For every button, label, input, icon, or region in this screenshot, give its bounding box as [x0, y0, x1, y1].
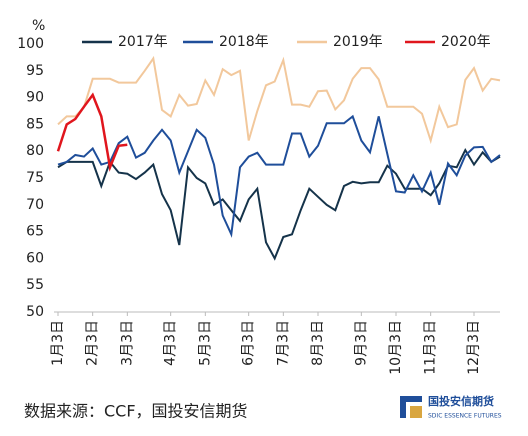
logo-subtext: SDIC ESSENCE FUTURES [428, 413, 502, 420]
y-unit: % [32, 18, 45, 34]
y-tick-label: 60 [26, 250, 44, 266]
series-line [57, 55, 501, 145]
x-tick-label: 12月3日 [466, 320, 482, 375]
logo: 国投安信期货 SDIC ESSENCE FUTURES [400, 394, 502, 420]
x-tick-label: 4月3日 [163, 320, 179, 366]
series-line [57, 114, 501, 238]
y-tick-label: 90 [26, 90, 44, 106]
source: 数据来源：CCF，国投安信期货 [24, 402, 248, 421]
y-tick-label: 85 [26, 116, 44, 132]
y-tick-label: 80 [26, 143, 44, 159]
x-tick-label: 3月3日 [119, 320, 135, 366]
legend-label: 2018年 [219, 34, 269, 50]
series-line [56, 92, 128, 172]
y-tick-label: 70 [26, 197, 44, 213]
logo-text: 国投安信期货 [428, 394, 494, 408]
x-tick-label: 6月3日 [241, 320, 257, 366]
y-tick-label: 55 [26, 277, 44, 293]
y-tick-label: 100 [17, 36, 44, 52]
legend-label: 2019年 [333, 34, 383, 50]
series-line [57, 148, 501, 261]
x-tick-label: 9月3日 [353, 320, 369, 366]
legend-label: 2020年 [441, 34, 491, 50]
x-tick-label: 10月3日 [388, 320, 404, 375]
x-tick-label: 7月3日 [275, 320, 291, 366]
y-tick-label: 50 [26, 304, 44, 320]
x-tick-label: 11月3日 [423, 320, 439, 375]
y-tick-label: 65 [26, 224, 44, 240]
legend-label: 2017年 [118, 34, 168, 50]
x-tick-label: 5月3日 [197, 320, 213, 366]
y-tick-label: 95 [26, 63, 44, 79]
x-tick-label: 1月3日 [50, 320, 66, 366]
y-tick-label: 75 [26, 170, 44, 186]
x-tick-label: 2月3日 [85, 320, 101, 366]
x-tick-label: 8月3日 [310, 320, 326, 366]
logo-icon [410, 406, 422, 418]
